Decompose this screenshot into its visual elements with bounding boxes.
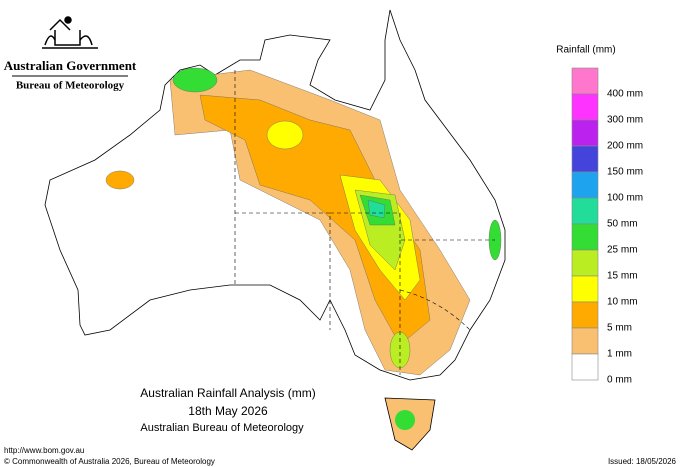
legend-label: 50 mm [607, 219, 638, 230]
crest [42, 16, 98, 49]
map-source: Australian Bureau of Meteorology [140, 422, 304, 434]
rainfall-areas [105, 67, 502, 376]
legend-swatch [571, 197, 599, 225]
tasmania-rain [395, 410, 415, 430]
legend-swatch [571, 301, 599, 329]
legend-swatch [571, 171, 599, 199]
legend-label: 150 mm [607, 167, 643, 178]
legend-swatch [571, 67, 599, 95]
legend-swatch [571, 93, 599, 121]
legend-label: 300 mm [607, 115, 643, 126]
legend-swatch [571, 223, 599, 251]
legend-swatch [571, 119, 599, 147]
footer-url: http://www.bom.gov.au [4, 446, 84, 455]
legend-swatch [571, 353, 599, 381]
legend-label: 15 mm [607, 271, 638, 282]
footer-copyright: © Commonwealth of Australia 2026, Bureau… [4, 457, 215, 466]
map [44, 9, 506, 451]
legend-label: 5 mm [607, 323, 632, 334]
legend-swatch [571, 275, 599, 303]
legend-label: 200 mm [607, 141, 643, 152]
footer-issued: Issued: 18/05/2026 [608, 457, 677, 466]
legend-label: 0 mm [607, 375, 632, 386]
legend-label: 100 mm [607, 193, 643, 204]
legend-label: 10 mm [607, 297, 638, 308]
legend-swatch [571, 327, 599, 355]
government-name: Australian Government [4, 58, 137, 73]
map-date: 18th May 2026 [188, 404, 268, 418]
legend-label: 25 mm [607, 245, 638, 256]
legend-swatch [571, 145, 599, 173]
legend-label: 400 mm [607, 89, 643, 100]
legend-label: 1 mm [607, 349, 632, 360]
legend-swatch [571, 249, 599, 277]
state-borders [234, 70, 495, 375]
legend: 400 mm 300 mm 200 mm 150 mm 100 mm 50 mm 25 mm… [571, 67, 643, 386]
bureau-name: Bureau of Meteorology [16, 80, 125, 92]
legend-title: Rainfall (mm) [556, 45, 615, 56]
map-title: Australian Rainfall Analysis (mm) [140, 386, 315, 400]
